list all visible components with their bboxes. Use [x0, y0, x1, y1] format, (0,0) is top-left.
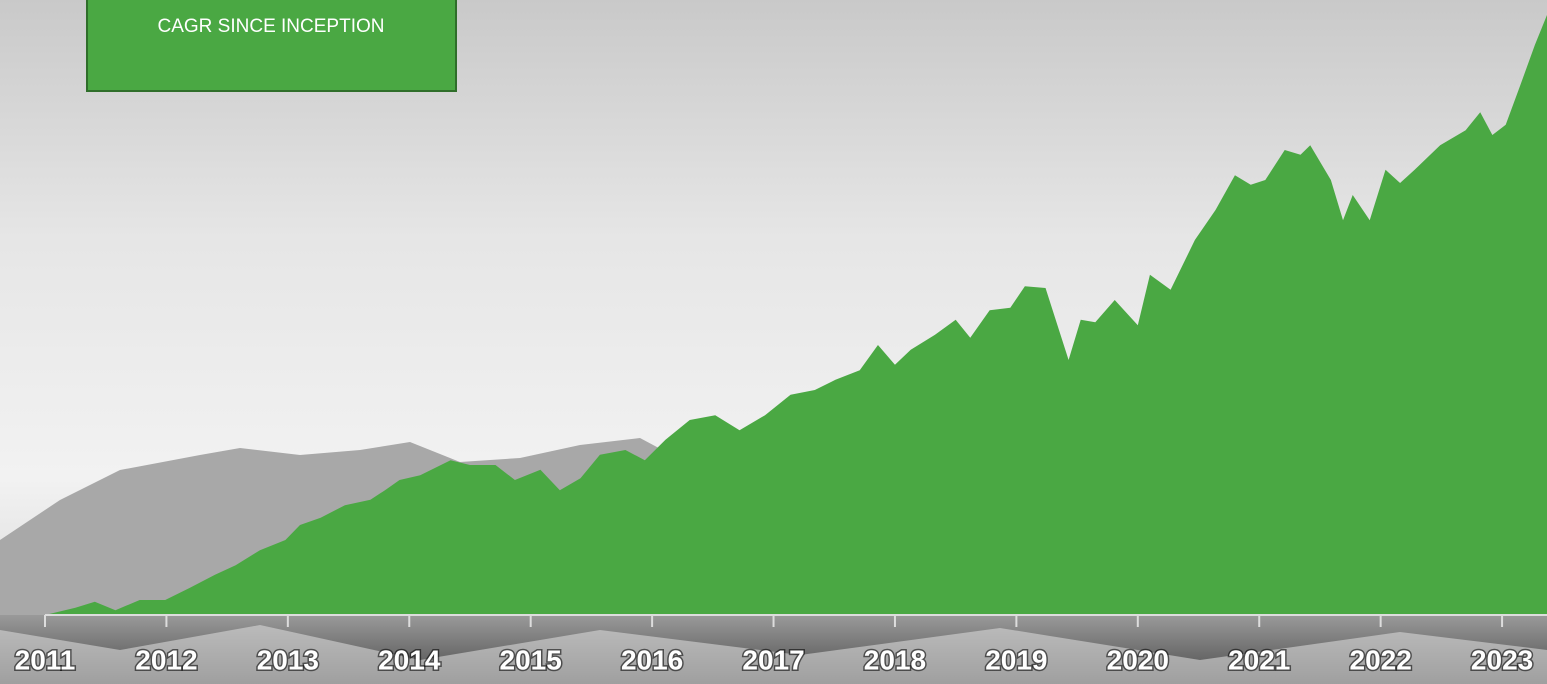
x-tick-label: 2022 [1350, 644, 1412, 675]
x-tick-label: 2015 [500, 644, 562, 675]
x-tick-label: 2011 [15, 644, 76, 675]
x-tick-label: 2017 [742, 644, 804, 675]
x-tick-label: 2014 [378, 644, 441, 675]
x-tick-label: 2016 [621, 644, 683, 675]
x-tick-label: 2019 [985, 644, 1047, 675]
x-tick-label: 2012 [135, 644, 197, 675]
chart: CAGR SINCE INCEPTION 2011 2012 2013 2014 201… [0, 0, 1547, 684]
label-box [87, 0, 456, 91]
x-tick-label: 2013 [257, 644, 319, 675]
x-tick-label: 2018 [864, 644, 926, 675]
x-tick-label: 2021 [1228, 644, 1290, 675]
box-label: CAGR SINCE INCEPTION [158, 16, 385, 37]
x-tick-label: 2023 [1471, 644, 1533, 675]
x-tick-label: 2020 [1107, 644, 1169, 675]
